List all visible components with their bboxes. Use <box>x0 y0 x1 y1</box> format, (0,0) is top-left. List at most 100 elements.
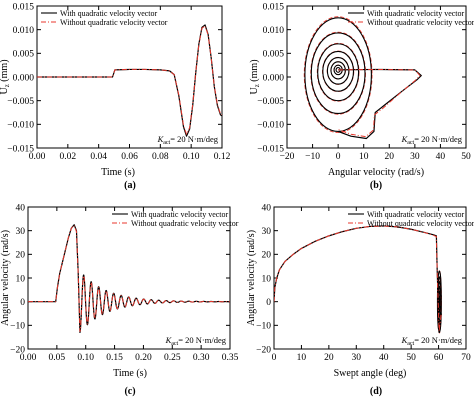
x-tick-label: 70 <box>461 353 471 363</box>
panel-label-b: (b) <box>370 180 382 191</box>
x-tick-label: 0.10 <box>183 152 200 162</box>
x-tick-label: 0.02 <box>60 152 77 162</box>
series-line-without <box>37 25 222 135</box>
x-tick-label: 0.05 <box>49 353 66 363</box>
x-tick-label: 60 <box>434 353 444 363</box>
x-axis-title: Swept angle (deg) <box>334 368 407 379</box>
legend-label: Without quadratic velocity vector <box>131 219 239 228</box>
x-tick-label: 10 <box>359 152 369 162</box>
series-line-with <box>337 68 422 140</box>
panel-label-d: (d) <box>370 386 382 397</box>
k-act-annotation: Kact= 20 N·m/deg <box>165 335 227 347</box>
panel-c: 0.00 0.05 0.10 0.15 0.20 0.25 0.30 0.35 −20 −10 0 1… <box>0 203 239 379</box>
y-tick-label: 0.000 <box>263 73 285 83</box>
y-tick-label: 30 <box>262 227 272 237</box>
series-line-without <box>274 225 442 332</box>
x-tick-label: 0 <box>336 152 341 162</box>
y-tick-label: 40 <box>262 203 272 213</box>
data-layer <box>303 16 422 140</box>
series-line-with <box>274 225 442 334</box>
y-tick-label: 30 <box>16 227 26 237</box>
y-tick-label: −0.010 <box>257 121 284 131</box>
k-act-annotation: Kact= 20 N·m/deg <box>401 134 463 146</box>
y-tick-label: 0.005 <box>13 50 35 60</box>
series-line-with <box>28 224 230 334</box>
series-line-without <box>337 68 421 138</box>
x-tick-label: 0.06 <box>121 152 138 162</box>
y-tick-label: 0.010 <box>13 26 35 36</box>
y-tick-label: 20 <box>262 251 272 261</box>
y-tick-label: −0.015 <box>7 144 34 154</box>
x-axis-title: Time (s) <box>113 368 147 379</box>
legend-label: With quadratic velocity vector <box>367 9 465 18</box>
x-tick-label: 0.12 <box>214 152 231 162</box>
y-tick-label: −0.005 <box>7 97 34 107</box>
panel-a: 0.00 0.02 0.04 0.06 0.08 0.10 0.12 −0.015 −0.010… <box>0 2 231 178</box>
y-tick-label: 0.015 <box>13 2 35 12</box>
y-tick-label: −20 <box>10 345 25 355</box>
x-tick-label: 40 <box>379 353 389 363</box>
x-axis-title: Angular velocity (rad/s) <box>328 167 424 178</box>
data-layer <box>28 224 230 334</box>
legend-label: Without quadratic velocity vector <box>60 18 168 27</box>
y-tick-label: 40 <box>16 203 26 213</box>
k-act-annotation: Kact= 20 N·m/deg <box>157 134 219 146</box>
phase-loop <box>317 43 360 102</box>
x-tick-label: 0.25 <box>164 353 181 363</box>
x-tick-label: 0.15 <box>106 353 123 363</box>
legend-label: Without quadratic velocity vector <box>367 219 474 228</box>
y-tick-label: 0.015 <box>263 2 285 12</box>
x-tick-label: 0.30 <box>193 353 210 363</box>
x-tick-label: 50 <box>406 353 416 363</box>
y-tick-label: −0.005 <box>257 97 284 107</box>
legend-label: With quadratic velocity vector <box>131 210 229 219</box>
x-tick-label: 0 <box>272 353 277 363</box>
y-tick-label: −10 <box>10 322 25 332</box>
y-tick-label: 0.005 <box>263 50 285 60</box>
x-tick-label: 10 <box>297 353 307 363</box>
x-tick-label: 20 <box>324 353 334 363</box>
x-tick-label: 0.35 <box>222 353 239 363</box>
y-tick-label: 10 <box>262 274 272 284</box>
panel-label-a: (a) <box>124 180 136 191</box>
panel-b: −20 −10 0 10 20 30 40 50 −0.015 −0.010 −0.005 0.000… <box>249 2 474 178</box>
panel-label-c: (c) <box>124 386 135 397</box>
phase-loop <box>322 50 355 92</box>
legend-label: With quadratic velocity vector <box>367 210 465 219</box>
y-tick-label: 0.010 <box>263 26 285 36</box>
y-axis-title: Angular velocity (rad/s) <box>246 230 257 326</box>
panel-d: 0 10 20 30 40 50 60 70 −20 −10 0 10 20 30 40 Swept angl… <box>246 203 474 379</box>
series-line-with <box>37 24 222 137</box>
y-axis-title: Uz (mm) <box>249 59 261 94</box>
y-tick-label: 0.000 <box>13 73 35 83</box>
x-tick-label: −10 <box>305 152 320 162</box>
legend-label: With quadratic velocity vector <box>60 9 158 18</box>
data-layer <box>37 24 222 137</box>
y-tick-label: −10 <box>256 322 271 332</box>
phase-loop <box>303 16 373 134</box>
x-axis-title: Time (s) <box>101 167 135 178</box>
y-tick-label: 20 <box>16 251 26 261</box>
y-axis-title: Uz (mm) <box>0 59 11 94</box>
x-tick-label: 0.04 <box>90 152 107 162</box>
x-tick-label: 0.00 <box>20 353 37 363</box>
y-tick-label: −20 <box>256 345 271 355</box>
y-tick-label: 0 <box>20 298 25 308</box>
x-tick-label: 30 <box>410 152 420 162</box>
x-tick-label: 30 <box>352 353 362 363</box>
phase-loop <box>438 295 441 309</box>
y-tick-label: −0.010 <box>7 121 34 131</box>
series-line-without <box>28 224 230 332</box>
plot-frame <box>27 206 231 350</box>
phase-loop <box>310 32 366 114</box>
k-act-annotation: Kact= 20 N·m/deg <box>401 335 463 347</box>
y-tick-label: −0.015 <box>257 144 284 154</box>
x-tick-label: 0.20 <box>135 353 152 363</box>
y-tick-label: 0 <box>266 298 271 308</box>
legend-label: Without quadratic velocity vector <box>367 18 474 27</box>
